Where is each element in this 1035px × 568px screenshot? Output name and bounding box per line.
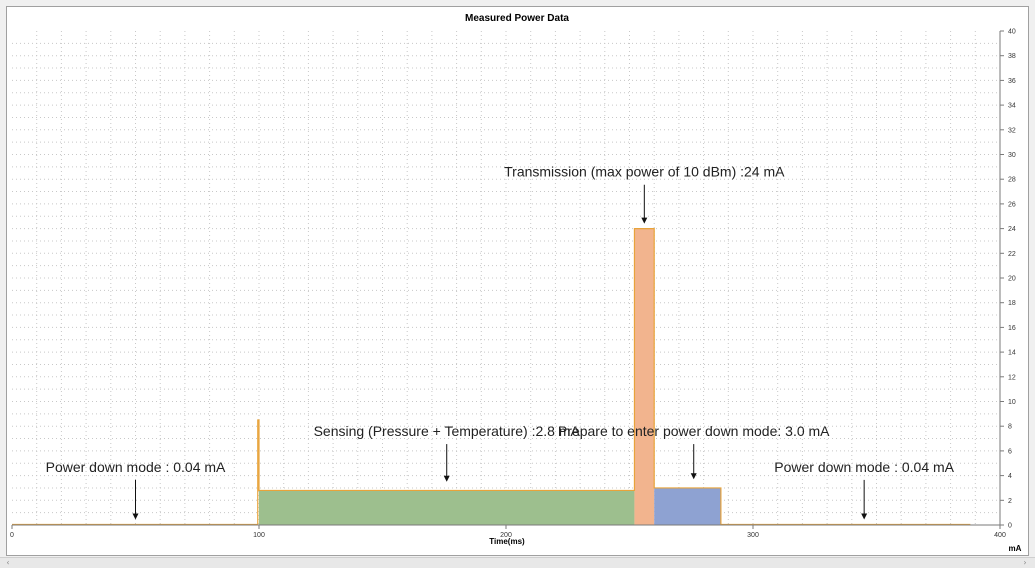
x-tick-label: 400 (994, 532, 1006, 539)
horizontal-scrollbar[interactable]: ‹ › (0, 557, 1035, 568)
annotations: Power down mode : 0.04 mA Sensing (Pressu… (46, 164, 955, 520)
y-tick-label: 2 (1008, 498, 1012, 505)
y-tick-label: 24 (1008, 226, 1016, 233)
y-tick-label: 12 (1008, 374, 1016, 381)
y-tick-label: 34 (1008, 103, 1016, 110)
y-tick-label: 8 (1008, 424, 1012, 431)
y-tick-label: 0 (1008, 523, 1012, 530)
annotation-label: Power down mode : 0.04 mA (774, 459, 954, 475)
y-tick-label: 4 (1008, 473, 1012, 480)
current-trace (12, 229, 970, 525)
y-tick-label: 6 (1008, 448, 1012, 455)
annotation-label: Sensing (Pressure + Temperature) :2.8 mA (314, 423, 581, 439)
annotation-arrowhead-icon (444, 476, 450, 482)
y-tick-label: 26 (1008, 201, 1016, 208)
data-areas (12, 229, 970, 525)
annotation-arrowhead-icon (641, 218, 647, 224)
y-tick-label: 14 (1008, 350, 1016, 357)
x-tick-label: 100 (253, 532, 265, 539)
y-tick-label: 38 (1008, 53, 1016, 60)
y-tick-label: 40 (1008, 29, 1016, 36)
segment-area (259, 490, 634, 525)
y-axis-label: mA (1009, 544, 1022, 553)
y-tick-label: 30 (1008, 152, 1016, 159)
y-tick-label: 20 (1008, 276, 1016, 283)
y-tick-label: 36 (1008, 78, 1016, 85)
y-tick-label: 18 (1008, 300, 1016, 307)
annotation-label: Transmission (max power of 10 dBm) :24 m… (504, 164, 785, 180)
y-tick-label: 10 (1008, 399, 1016, 406)
y-tick-label: 28 (1008, 177, 1016, 184)
y-tick-label: 32 (1008, 127, 1016, 134)
annotation-label: Prepare to enter power down mode: 3.0 mA (558, 423, 830, 439)
annotation-arrowhead-icon (861, 514, 867, 520)
segment-area (634, 229, 654, 525)
x-axis-label: Time(ms) (489, 537, 525, 546)
annotation-arrowhead-icon (691, 473, 697, 479)
y-tick-label: 16 (1008, 325, 1016, 332)
grid (12, 31, 1000, 525)
data-trace (12, 229, 970, 525)
chart-title: Measured Power Data (465, 13, 569, 24)
segment-area (654, 488, 721, 525)
x-tick-label: 0 (10, 532, 14, 539)
y-tick-label: 22 (1008, 251, 1016, 258)
annotation-label: Power down mode : 0.04 mA (46, 459, 226, 475)
annotation-arrowhead-icon (133, 514, 139, 520)
x-tick-label: 300 (747, 532, 759, 539)
